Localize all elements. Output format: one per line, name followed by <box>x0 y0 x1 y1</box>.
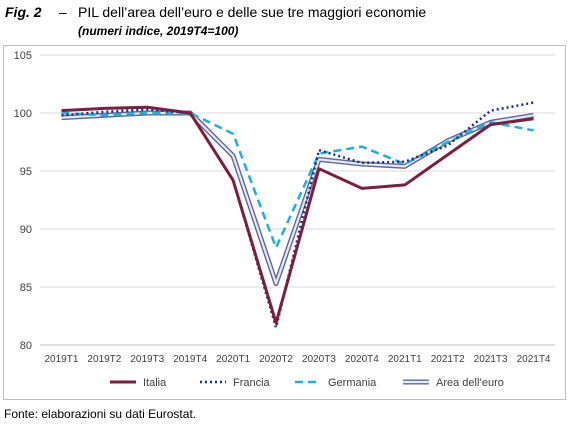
title-dash: – <box>59 4 67 20</box>
y-tick-label: 95 <box>20 166 32 178</box>
x-tick-label: 2019T3 <box>130 354 164 365</box>
series-germania-line <box>61 111 534 249</box>
figure-header: Fig. 2 – PIL dell’area dell’euro e delle… <box>5 4 565 46</box>
line-chart: 80 85 90 95 100 105 2019T1 2019T2 2019T3 2019T4 20… <box>14 50 555 389</box>
x-tick-label: 2020T4 <box>345 354 379 365</box>
chart-title: PIL dell’area dell’euro e delle sue tre … <box>78 4 427 20</box>
x-tick-label: 2020T2 <box>259 354 293 365</box>
source-note: Fonte: elaborazioni su dati Eurostat. <box>4 407 197 421</box>
chart-frame <box>3 45 566 400</box>
y-tick-label: 105 <box>14 50 32 62</box>
x-tick-label: 2020T1 <box>216 354 250 365</box>
x-tick-label: 2020T3 <box>302 354 336 365</box>
x-tick-label: 2021T3 <box>474 354 508 365</box>
legend-francia-label: Francia <box>233 377 271 389</box>
series-italia-line <box>61 105 534 325</box>
chart-subtitle: (numeri indice, 2019T4=100) <box>78 24 239 38</box>
legend-germania-label: Germania <box>328 377 377 389</box>
x-tick-label: 2019T2 <box>87 354 121 365</box>
x-tick-label: 2021T4 <box>517 354 551 365</box>
legend-italia-label: Italia <box>143 377 167 389</box>
x-tick-label: 2021T1 <box>388 354 422 365</box>
y-tick-label: 85 <box>20 282 32 294</box>
x-tick-label: 2021T2 <box>431 354 465 365</box>
x-tick-label: 2019T1 <box>44 354 78 365</box>
legend-area-dell-euro-label: Area dell’euro <box>436 377 504 389</box>
y-tick-label: 100 <box>14 108 32 120</box>
figure-label: Fig. 2 <box>5 4 42 20</box>
y-tick-label: 80 <box>20 340 32 352</box>
x-tick-label: 2019T4 <box>173 354 207 365</box>
y-tick-label: 90 <box>20 224 32 236</box>
